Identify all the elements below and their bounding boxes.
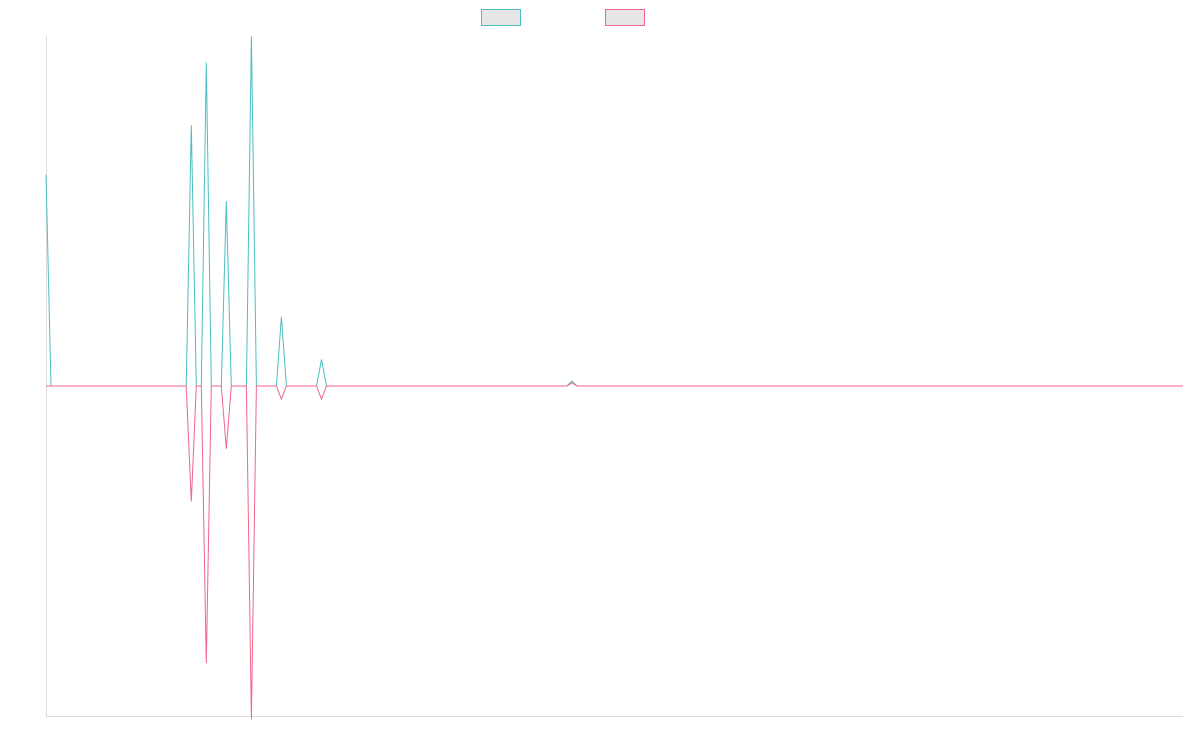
legend[interactable] (481, 9, 645, 26)
series-line-1 (45, 36, 1183, 387)
legend-swatch-1[interactable] (481, 9, 521, 26)
legend-swatch-2[interactable] (605, 9, 645, 26)
series-line-2 (46, 382, 1183, 720)
series-group (45, 36, 1183, 720)
